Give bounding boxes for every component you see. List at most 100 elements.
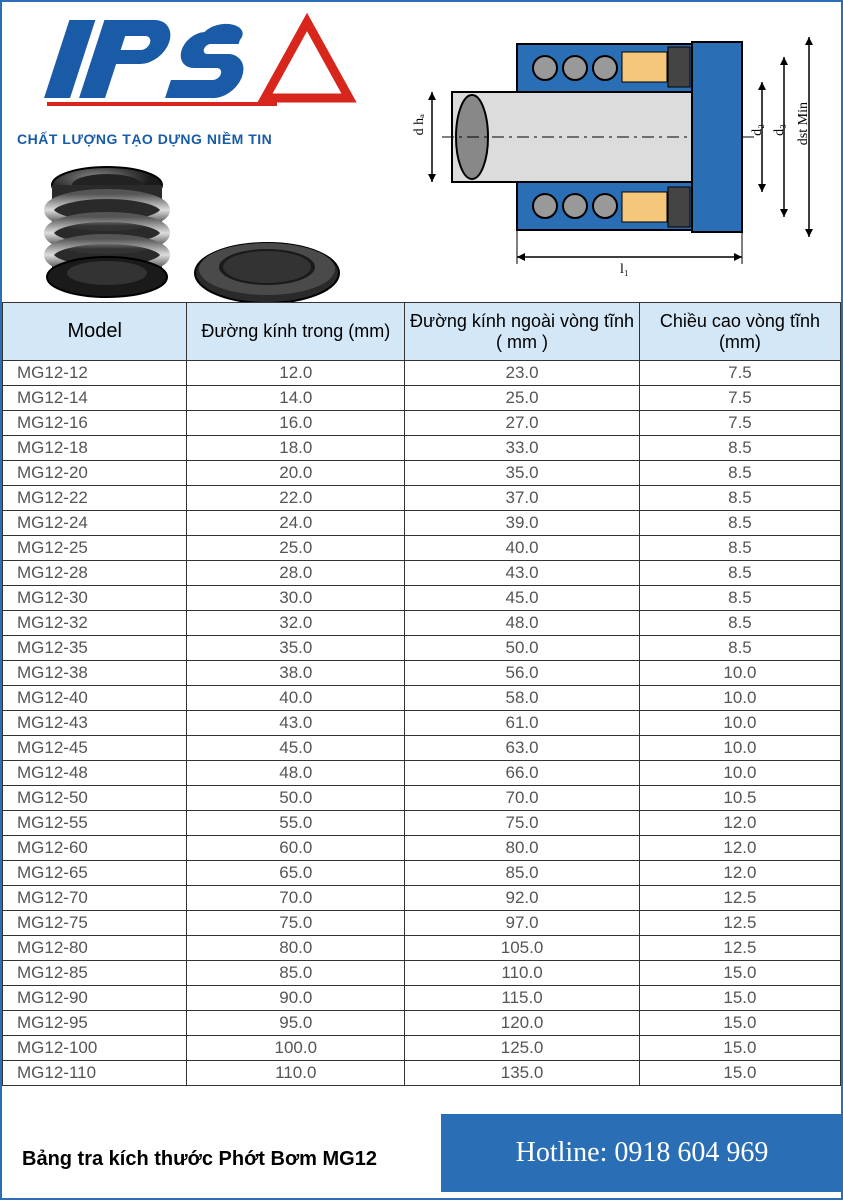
cell-value: 35.0 <box>405 461 640 486</box>
cell-value: 12.5 <box>639 911 840 936</box>
cell-value: 70.0 <box>187 886 405 911</box>
cell-value: 45.0 <box>405 586 640 611</box>
table-row: MG12-100100.0125.015.0 <box>3 1036 841 1061</box>
cell-value: 16.0 <box>187 411 405 436</box>
cell-model: MG12-16 <box>3 411 187 436</box>
table-row: MG12-3838.056.010.0 <box>3 661 841 686</box>
table-row: MG12-2222.037.08.5 <box>3 486 841 511</box>
cell-value: 18.0 <box>187 436 405 461</box>
cell-model: MG12-14 <box>3 386 187 411</box>
cell-model: MG12-24 <box>3 511 187 536</box>
cell-value: 92.0 <box>405 886 640 911</box>
cell-model: MG12-18 <box>3 436 187 461</box>
cell-value: 15.0 <box>639 1011 840 1036</box>
cell-value: 45.0 <box>187 736 405 761</box>
cell-value: 58.0 <box>405 686 640 711</box>
cell-value: 10.0 <box>639 661 840 686</box>
dim-d2: d₂ <box>750 124 766 136</box>
cell-value: 10.0 <box>639 736 840 761</box>
cell-value: 15.0 <box>639 986 840 1011</box>
cell-value: 12.0 <box>639 861 840 886</box>
cell-value: 14.0 <box>187 386 405 411</box>
cell-value: 115.0 <box>405 986 640 1011</box>
cell-value: 12.5 <box>639 936 840 961</box>
cell-value: 10.5 <box>639 786 840 811</box>
footer-caption: Bảng tra kích thước Phớt Bơm MG12 <box>2 1120 441 1198</box>
cell-value: 12.5 <box>639 886 840 911</box>
table-row: MG12-4848.066.010.0 <box>3 761 841 786</box>
cell-value: 43.0 <box>187 711 405 736</box>
table-row: MG12-1616.027.07.5 <box>3 411 841 436</box>
col-height: Chiều cao vòng tĩnh (mm) <box>639 303 840 361</box>
cell-value: 125.0 <box>405 1036 640 1061</box>
table-body: MG12-1212.023.07.5MG12-1414.025.07.5MG12… <box>3 361 841 1086</box>
cell-value: 8.5 <box>639 636 840 661</box>
cell-value: 33.0 <box>405 436 640 461</box>
cell-value: 8.5 <box>639 611 840 636</box>
col-inner-dia: Đường kính trong (mm) <box>187 303 405 361</box>
cell-value: 12.0 <box>639 836 840 861</box>
cell-value: 7.5 <box>639 386 840 411</box>
logo-tagline: CHẤT LƯỢNG TẠO DỰNG NIỀM TIN <box>17 131 362 147</box>
cell-model: MG12-95 <box>3 1011 187 1036</box>
table-row: MG12-2525.040.08.5 <box>3 536 841 561</box>
cell-value: 30.0 <box>187 586 405 611</box>
table-row: MG12-1818.033.08.5 <box>3 436 841 461</box>
table-row: MG12-4040.058.010.0 <box>3 686 841 711</box>
cell-model: MG12-55 <box>3 811 187 836</box>
cell-value: 75.0 <box>187 911 405 936</box>
cell-value: 66.0 <box>405 761 640 786</box>
cell-value: 80.0 <box>187 936 405 961</box>
cell-value: 39.0 <box>405 511 640 536</box>
cell-value: 8.5 <box>639 511 840 536</box>
cell-value: 12.0 <box>639 811 840 836</box>
cell-model: MG12-110 <box>3 1061 187 1086</box>
table-row: MG12-8585.0110.015.0 <box>3 961 841 986</box>
cell-value: 70.0 <box>405 786 640 811</box>
dim-d3: d₃ <box>772 124 788 136</box>
table-row: MG12-5050.070.010.5 <box>3 786 841 811</box>
cell-value: 10.0 <box>639 711 840 736</box>
table-row: MG12-7070.092.012.5 <box>3 886 841 911</box>
cell-value: 63.0 <box>405 736 640 761</box>
cell-value: 37.0 <box>405 486 640 511</box>
cell-value: 135.0 <box>405 1061 640 1086</box>
table-row: MG12-3232.048.08.5 <box>3 611 841 636</box>
table-row: MG12-2020.035.08.5 <box>3 461 841 486</box>
cell-value: 97.0 <box>405 911 640 936</box>
cell-value: 15.0 <box>639 1061 840 1086</box>
col-model: Model <box>3 303 187 361</box>
cell-model: MG12-60 <box>3 836 187 861</box>
cell-value: 8.5 <box>639 461 840 486</box>
cell-model: MG12-65 <box>3 861 187 886</box>
cell-value: 15.0 <box>639 961 840 986</box>
cell-value: 32.0 <box>187 611 405 636</box>
cell-model: MG12-100 <box>3 1036 187 1061</box>
cell-value: 12.0 <box>187 361 405 386</box>
cell-value: 110.0 <box>187 1061 405 1086</box>
cell-value: 120.0 <box>405 1011 640 1036</box>
cell-model: MG12-32 <box>3 611 187 636</box>
table-row: MG12-4343.061.010.0 <box>3 711 841 736</box>
cell-value: 55.0 <box>187 811 405 836</box>
header-region: CHẤT LƯỢNG TẠO DỰNG NIỀM TIN <box>2 2 841 302</box>
cell-value: 23.0 <box>405 361 640 386</box>
hotline-banner: Hotline: 0918 604 969 <box>441 1114 841 1192</box>
table-row: MG12-5555.075.012.0 <box>3 811 841 836</box>
cell-model: MG12-48 <box>3 761 187 786</box>
cell-value: 40.0 <box>405 536 640 561</box>
cell-value: 50.0 <box>187 786 405 811</box>
ips-logo <box>17 12 357 122</box>
cell-value: 25.0 <box>405 386 640 411</box>
cell-value: 15.0 <box>639 1036 840 1061</box>
table-row: MG12-3535.050.08.5 <box>3 636 841 661</box>
cell-value: 75.0 <box>405 811 640 836</box>
col-outer-dia: Đường kính ngoài vòng tĩnh ( mm ) <box>405 303 640 361</box>
cell-value: 60.0 <box>187 836 405 861</box>
cell-value: 10.0 <box>639 686 840 711</box>
cell-value: 48.0 <box>405 611 640 636</box>
hotline-number: 0918 604 969 <box>614 1137 768 1169</box>
spec-table: Model Đường kính trong (mm) Đường kính n… <box>2 302 841 1086</box>
technical-diagram: d hₐ d₂ d₃ dst Min l₁ <box>362 2 841 302</box>
cell-value: 65.0 <box>187 861 405 886</box>
